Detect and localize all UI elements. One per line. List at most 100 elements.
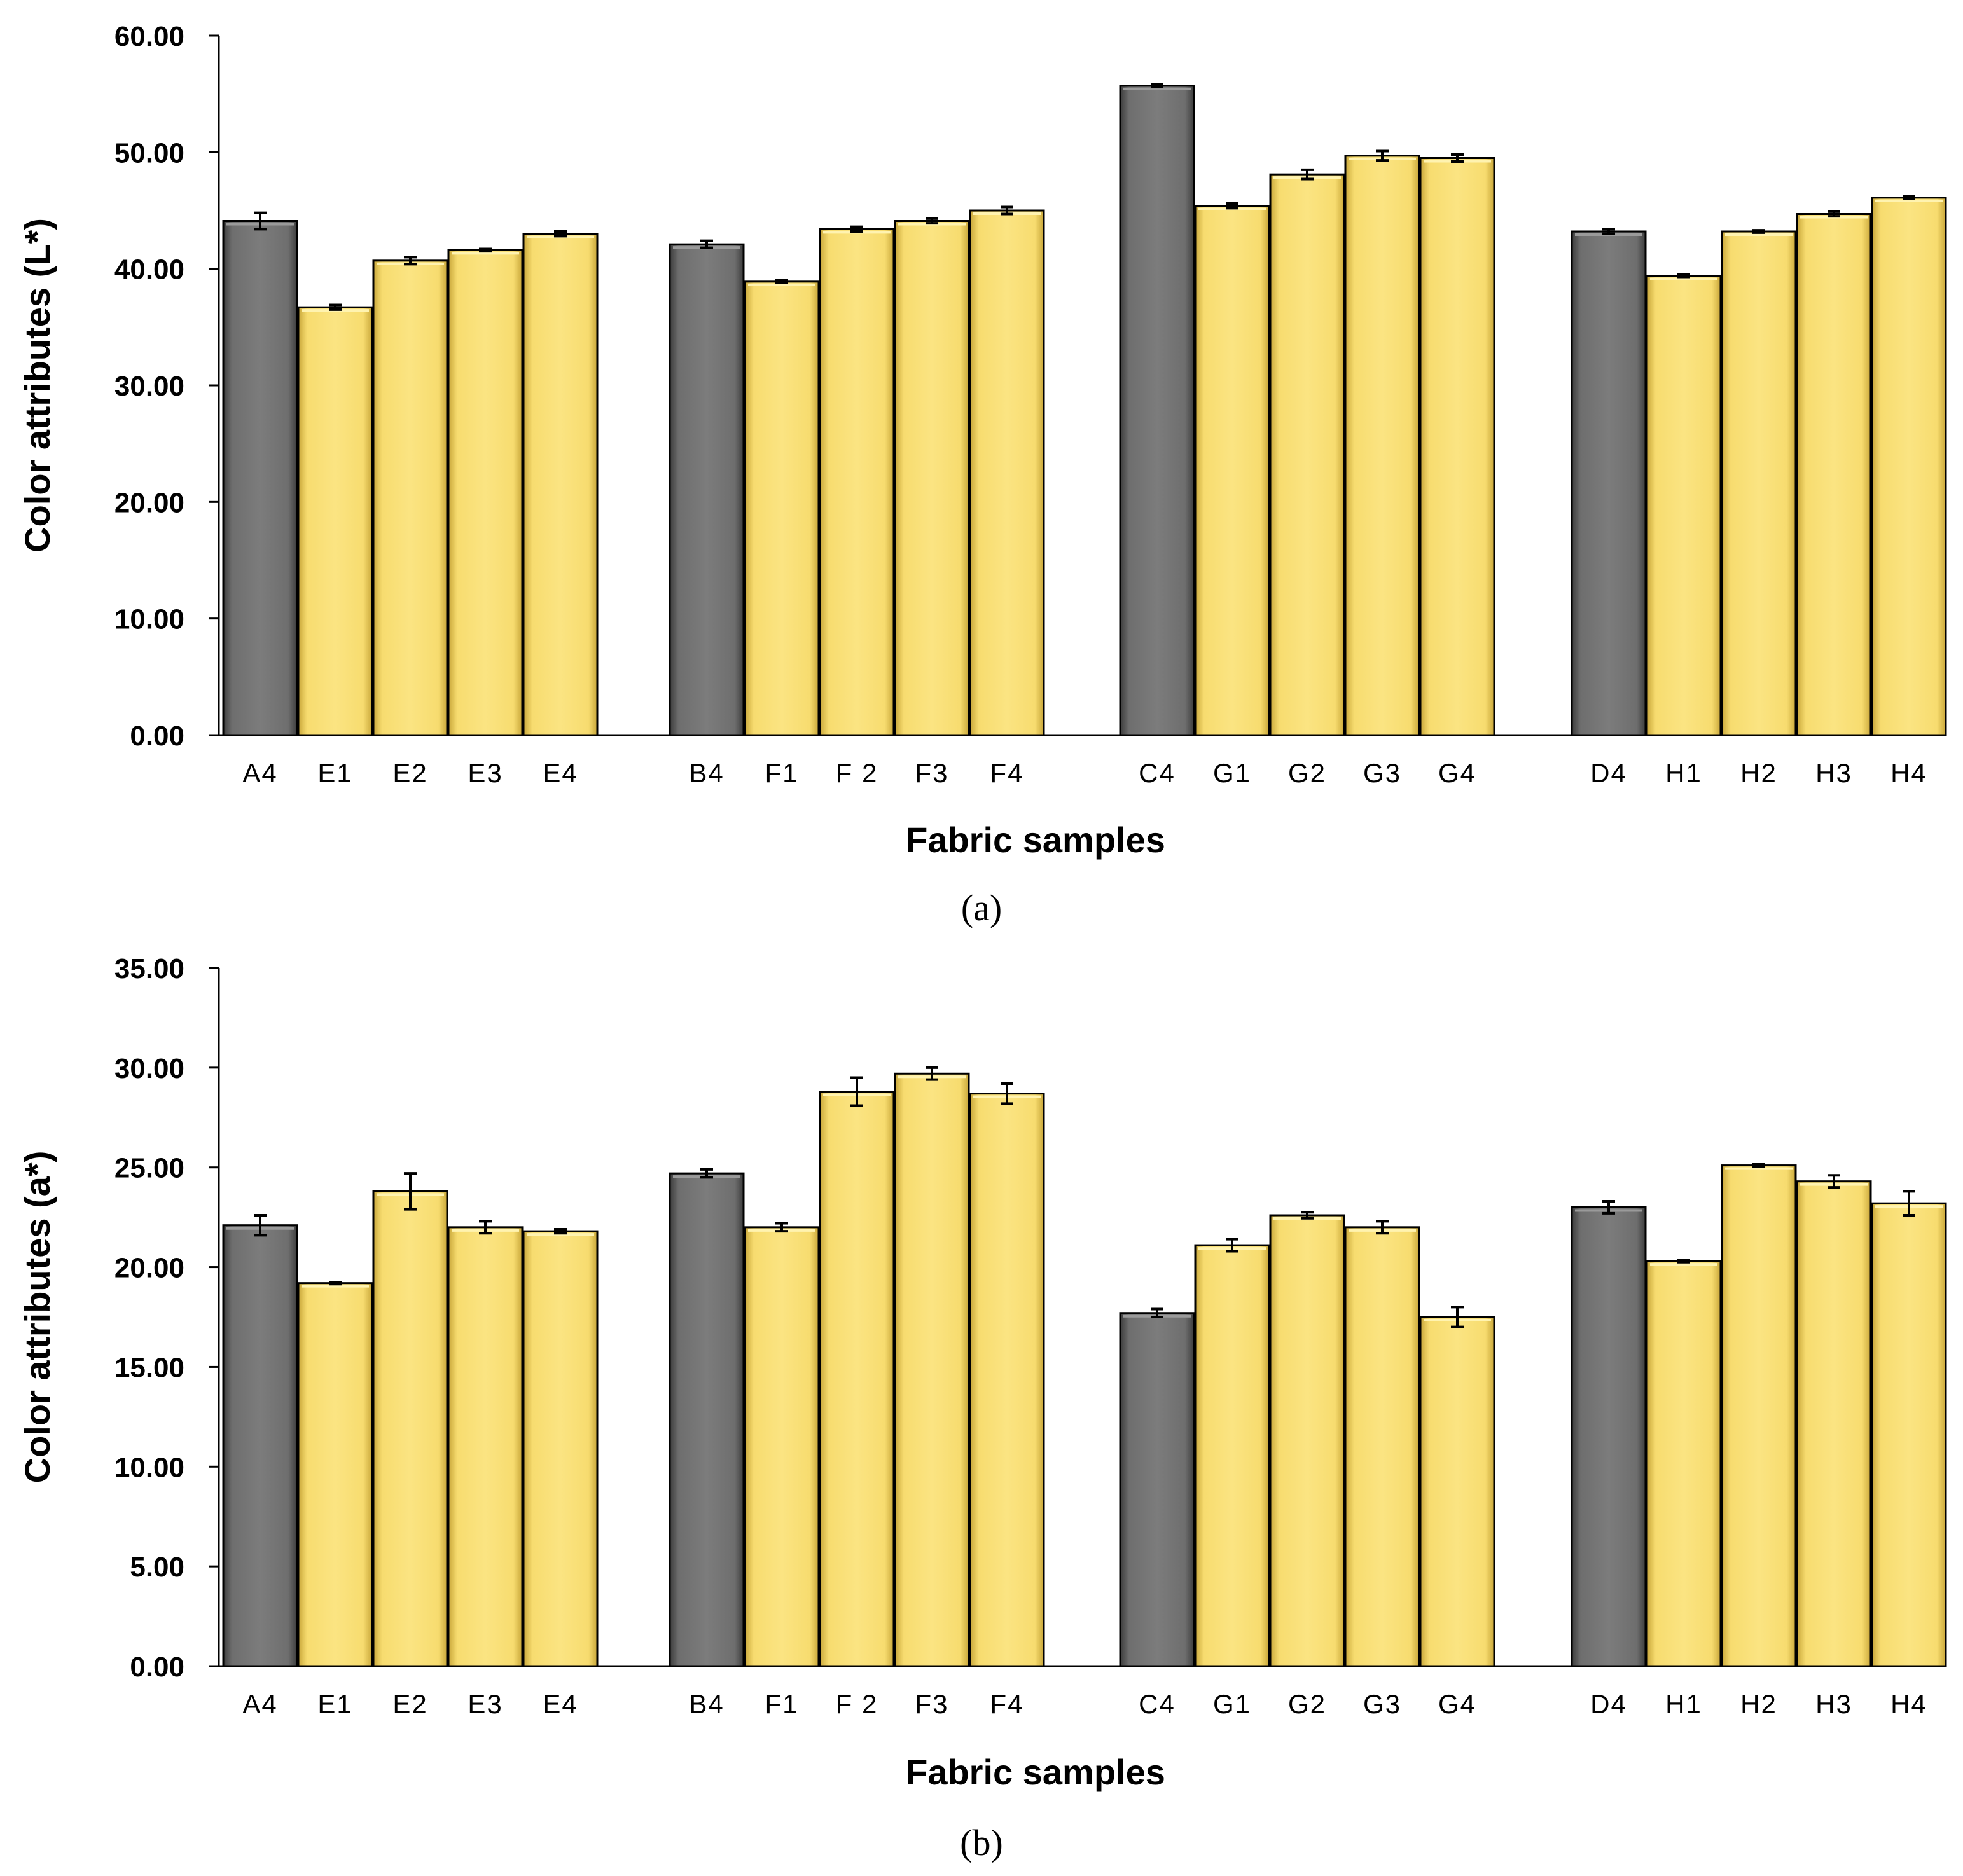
bar-g1 <box>1194 205 1270 736</box>
y-axis-title: Color attributes (L*) <box>17 218 57 553</box>
y-tick-label: 0.00 <box>130 1652 184 1683</box>
bar-e4 <box>522 233 599 736</box>
bar-f3 <box>894 1072 970 1667</box>
x-tick-label: G1 <box>1213 758 1251 788</box>
x-tick-label: H3 <box>1815 758 1852 788</box>
bar-g2 <box>1269 173 1345 736</box>
y-tick-label: 0.00 <box>130 721 184 752</box>
y-tick-label: 20.00 <box>114 1253 184 1284</box>
x-tick-label: A4 <box>242 1689 277 1719</box>
bar-g3 <box>1344 155 1420 736</box>
x-tick-label: H2 <box>1740 1689 1777 1719</box>
x-axis-title: Fabric samples <box>906 1752 1165 1792</box>
bar-e2 <box>372 1190 448 1667</box>
bar-b4 <box>669 243 745 736</box>
bar-h4 <box>1871 1202 1947 1667</box>
bar-e1 <box>297 306 373 736</box>
bar-f3 <box>894 220 970 736</box>
x-tick-label: E3 <box>468 758 503 788</box>
bar-f2 <box>819 228 895 736</box>
bar-e2 <box>372 259 448 736</box>
x-tick-label: H3 <box>1815 1689 1852 1719</box>
bar-f4 <box>969 1093 1045 1667</box>
x-tick-label: E2 <box>392 1689 427 1719</box>
x-tick-label: F1 <box>765 758 798 788</box>
x-tick-label: E1 <box>317 1689 352 1719</box>
x-tick-label: H1 <box>1665 1689 1702 1719</box>
x-tick-label: F 2 <box>836 1689 878 1719</box>
x-tick-label: E4 <box>543 758 578 788</box>
bar-g1 <box>1194 1244 1270 1667</box>
bar-h2 <box>1721 230 1797 736</box>
bar-a4 <box>222 220 298 736</box>
y-tick-label: 15.00 <box>114 1352 184 1383</box>
bar-e4 <box>522 1230 599 1667</box>
x-tick-label: F1 <box>765 1689 798 1719</box>
y-tick-label: 50.00 <box>114 137 184 169</box>
x-tick-label: F3 <box>915 758 948 788</box>
bar-g4 <box>1419 1316 1495 1667</box>
y-tick-label: 30.00 <box>114 1053 184 1084</box>
x-axis-title: Fabric samples <box>906 820 1165 860</box>
x-tick-label: B4 <box>689 758 724 788</box>
bar-f4 <box>969 209 1045 736</box>
chart-a: 0.00 10.00 20.00 30.00 40.00 50.00 60.00 Color … <box>17 21 1947 860</box>
bar-f2 <box>819 1091 895 1667</box>
bar-d4 <box>1571 230 1647 736</box>
y-tick-label: 20.00 <box>114 487 184 518</box>
x-tick-label: H4 <box>1890 758 1927 788</box>
bar-h2 <box>1721 1164 1797 1667</box>
bar-h3 <box>1796 213 1872 736</box>
x-tick-label: H4 <box>1890 1689 1927 1719</box>
x-tick-label: G1 <box>1213 1689 1251 1719</box>
y-tick-label: 30.00 <box>114 371 184 402</box>
bar-c4 <box>1119 85 1195 736</box>
x-tick-label: G2 <box>1288 1689 1326 1719</box>
x-tick-label: E4 <box>543 1689 578 1719</box>
x-tick-label: B4 <box>689 1689 724 1719</box>
x-tick-label: D4 <box>1590 758 1627 788</box>
y-tick-label: 25.00 <box>114 1153 184 1184</box>
bar-d4 <box>1571 1206 1647 1667</box>
x-tick-label: F3 <box>915 1689 948 1719</box>
y-tick-label: 35.00 <box>114 953 184 984</box>
bar-h3 <box>1796 1180 1872 1667</box>
y-tick-label: 60.00 <box>114 21 184 52</box>
x-tick-label: C4 <box>1139 1689 1176 1719</box>
y-tick-label: 40.00 <box>114 254 184 286</box>
bar-h1 <box>1646 1260 1722 1667</box>
y-tick-label: 10.00 <box>114 1452 184 1483</box>
x-tick-label: E1 <box>317 758 352 788</box>
x-tick-label: E2 <box>392 758 427 788</box>
bar-a4 <box>222 1224 298 1667</box>
bar-b4 <box>669 1172 745 1667</box>
bar-e3 <box>447 1226 524 1667</box>
x-tick-label: E3 <box>468 1689 503 1719</box>
panel-label-a: (a) <box>961 887 1002 928</box>
bar-e3 <box>447 249 524 736</box>
panel-label-b: (b) <box>960 1822 1003 1863</box>
x-tick-label: F4 <box>990 1689 1023 1719</box>
x-tick-label: G4 <box>1438 1689 1476 1719</box>
chart-b: 0.00 5.00 10.00 15.00 20.00 25.00 30.00 35.00 Co… <box>17 953 1947 1792</box>
x-tick-label: G3 <box>1363 1689 1401 1719</box>
x-tick-label: H1 <box>1665 758 1702 788</box>
bar-g4 <box>1419 157 1495 736</box>
x-tick-label: F 2 <box>836 758 878 788</box>
bar-f1 <box>744 280 820 736</box>
x-tick-label: C4 <box>1139 758 1176 788</box>
y-tick-label: 5.00 <box>130 1552 184 1583</box>
bar-h4 <box>1871 197 1947 736</box>
x-tick-label: H2 <box>1740 758 1777 788</box>
x-tick-label: F4 <box>990 758 1023 788</box>
bar-h1 <box>1646 275 1722 736</box>
x-tick-label: A4 <box>242 758 277 788</box>
bar-f1 <box>744 1226 820 1667</box>
bar-g2 <box>1269 1214 1345 1667</box>
bar-e1 <box>297 1282 373 1667</box>
x-tick-label: G2 <box>1288 758 1326 788</box>
bar-g3 <box>1344 1226 1420 1667</box>
x-tick-label: G3 <box>1363 758 1401 788</box>
x-tick-label: D4 <box>1590 1689 1627 1719</box>
